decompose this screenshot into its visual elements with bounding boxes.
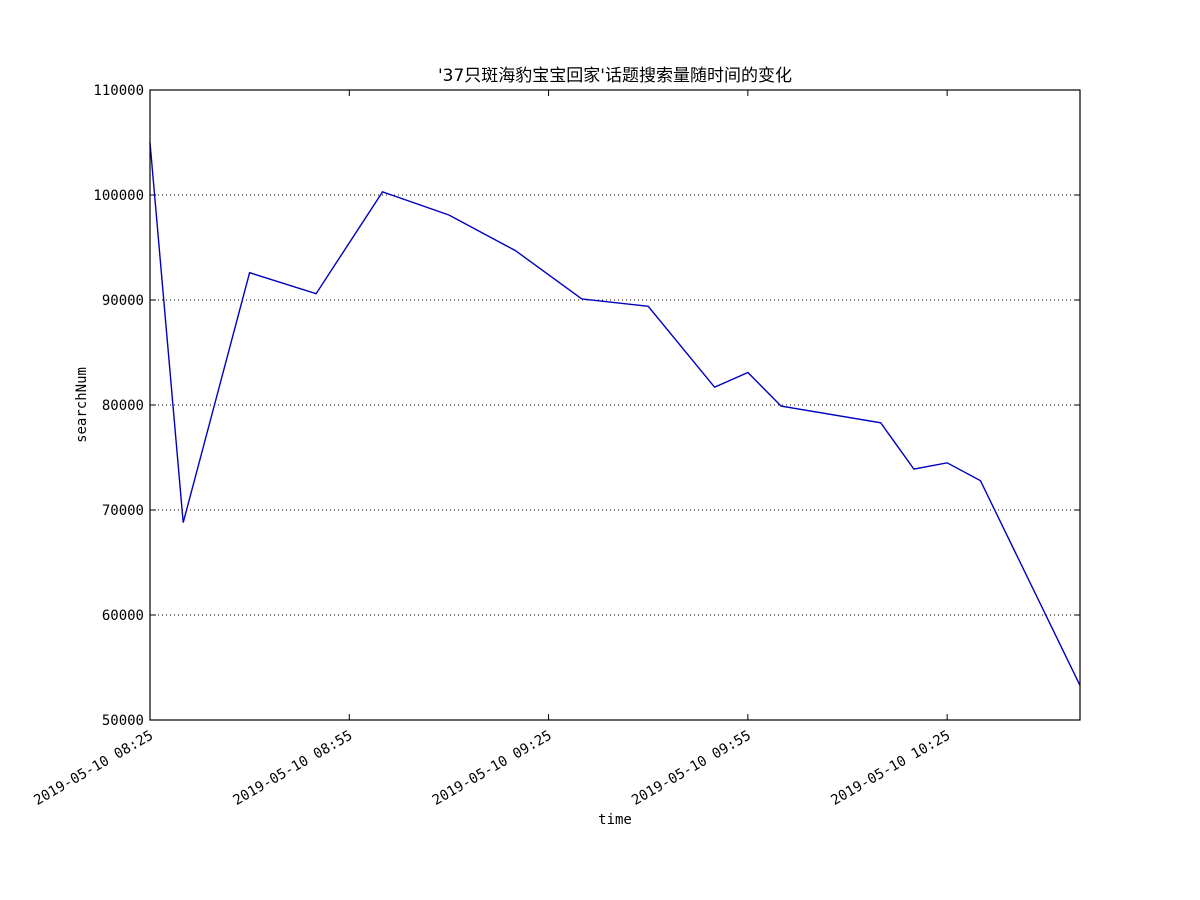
y-tick-label: 100000 [93,188,144,204]
x-axis-label: time [598,812,632,828]
x-tick-label: 2019-05-10 08:55 [230,728,355,809]
y-tick-label: 90000 [102,293,144,309]
tick-marks [149,89,1080,721]
y-tick-label: 50000 [102,713,144,729]
x-tick-label: 2019-05-10 08:25 [31,728,156,809]
x-tick-labels: 2019-05-10 08:25 2019-05-10 08:55 2019-05-… [31,728,953,809]
y-tick-labels: 50000 60000 70000 80000 90000 100000 110000 [93,83,144,729]
y-tick-label: 80000 [102,398,144,414]
series-line-0 [149,142,1081,686]
chart-title: '37只斑海豹宝宝回家'话题搜索量随时间的变化 [438,66,792,86]
grid-lines [150,194,1080,616]
y-tick-label: 110000 [93,83,144,99]
x-tick-label: 2019-05-10 09:55 [629,728,754,809]
y-axis-label: searchNum [74,367,90,443]
x-tick-label: 2019-05-10 10:25 [828,728,953,809]
series-layer [149,142,1081,686]
y-tick-label: 60000 [102,608,144,624]
y-tick-label: 70000 [102,503,144,519]
x-tick-label: 2019-05-10 09:25 [430,728,555,809]
